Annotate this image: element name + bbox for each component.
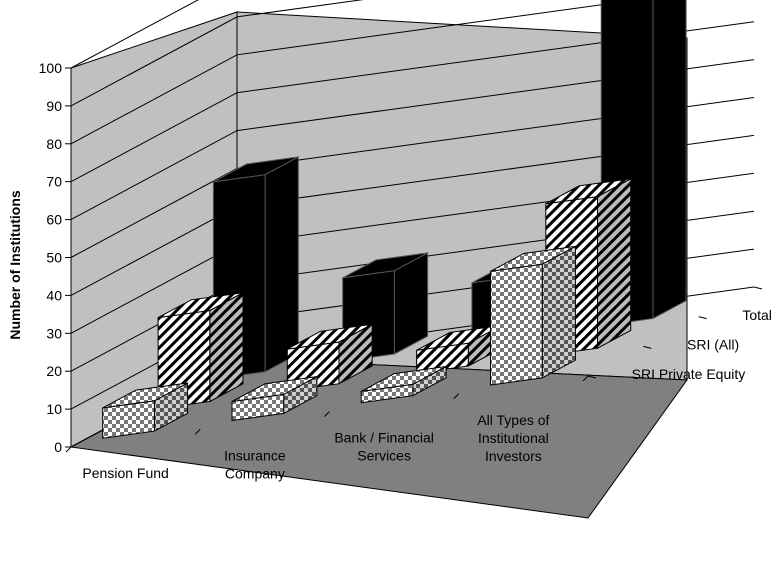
series-label: SRI (All) xyxy=(687,337,739,353)
bars xyxy=(102,0,687,439)
gridline xyxy=(70,0,364,107)
category-label: Insurance Company xyxy=(224,447,286,481)
y-tick-label: 40 xyxy=(46,287,62,303)
gridline xyxy=(70,0,199,69)
bar-checker-3 xyxy=(490,245,576,386)
y-tick-label: 60 xyxy=(46,212,62,228)
y-tick-label: 20 xyxy=(46,363,62,379)
y-axis-label: Number of Institutions xyxy=(7,190,23,340)
bar-diagonal-3 xyxy=(545,177,632,356)
bar-checker-0 xyxy=(102,382,189,439)
bar-checker-2 xyxy=(360,365,447,404)
depth-tick xyxy=(753,286,763,290)
bar-diagonal-0 xyxy=(157,291,244,410)
depth-axis: SRI Private Equity SRI (All)Total Sample xyxy=(587,286,774,382)
y-tick-label: 70 xyxy=(46,174,62,190)
gridline xyxy=(70,59,755,221)
bar-solid-3 xyxy=(600,0,687,327)
x-axis: Pension Fund Insurance Company Bank / Finan… xyxy=(65,375,589,481)
y-tick-label: 10 xyxy=(46,401,62,417)
x-tick xyxy=(453,393,460,400)
bar-diagonal-1 xyxy=(286,323,373,392)
category-label: Bank / Financial Services xyxy=(334,430,434,464)
gridline xyxy=(70,97,755,258)
y-tick-label: 50 xyxy=(46,250,62,266)
y-tick-label: 90 xyxy=(46,98,62,114)
y-tick-label: 100 xyxy=(39,60,63,76)
x-tick xyxy=(582,375,589,382)
category-label: All Types of Institutional Investors xyxy=(477,412,549,464)
y-axis: 0 10 20 30 40 50 60 70 80 90 100 xyxy=(39,60,72,455)
category-label: Pension Fund xyxy=(82,465,168,481)
y-tick-label: 0 xyxy=(54,439,62,455)
x-tick xyxy=(65,446,72,453)
gridline xyxy=(70,0,640,145)
depth-tick xyxy=(698,316,707,320)
depth-tick xyxy=(643,345,652,349)
x-tick xyxy=(194,428,201,435)
depth-tick xyxy=(587,375,597,379)
x-tick xyxy=(324,411,330,417)
y-tick-label: 80 xyxy=(46,136,62,152)
series-label: SRI Private Equity xyxy=(632,366,746,382)
gridline xyxy=(70,21,755,183)
y-tick-label: 30 xyxy=(46,325,62,341)
bar-checker-1 xyxy=(231,375,318,422)
series-label: Total Sample xyxy=(742,307,774,323)
